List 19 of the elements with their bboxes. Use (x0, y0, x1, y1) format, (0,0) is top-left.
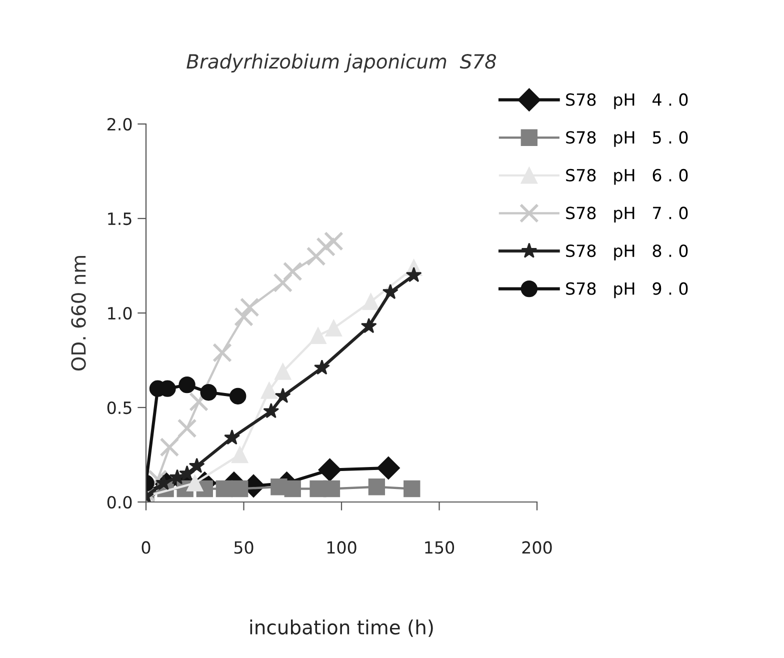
legend-label: S78 pH 5 . 0 (566, 131, 688, 147)
x-tick-label: 100 (327, 541, 356, 554)
y-tick-label: 1.5 (108, 212, 132, 226)
x-tick-label: 200 (522, 541, 552, 554)
x-tick-label: 0 (142, 541, 150, 554)
chart-title: Bradyrhizobium japonicum S78 (186, 54, 496, 72)
y-tick-label: 2.0 (108, 118, 132, 131)
legend-label: S78 pH 8 . 0 (566, 244, 688, 260)
y-tick-label: 1.0 (108, 306, 132, 320)
legend-label: S78 pH 4 . 0 (566, 93, 688, 110)
y-axis-title: OD. 660 nm (71, 256, 86, 371)
legend-label: S78 pH 6 . 0 (566, 168, 688, 185)
legend-label: S78 pH 9 . 0 (566, 282, 688, 298)
x-tick-label: 50 (234, 541, 254, 554)
y-tick-label: 0.0 (107, 496, 132, 509)
y-tick-label: 0.5 (107, 401, 132, 414)
x-tick-label: 150 (425, 541, 454, 554)
x-axis-title: incubation time (h) (250, 620, 433, 637)
legend-label: S78 pH 7 . 0 (566, 206, 688, 223)
